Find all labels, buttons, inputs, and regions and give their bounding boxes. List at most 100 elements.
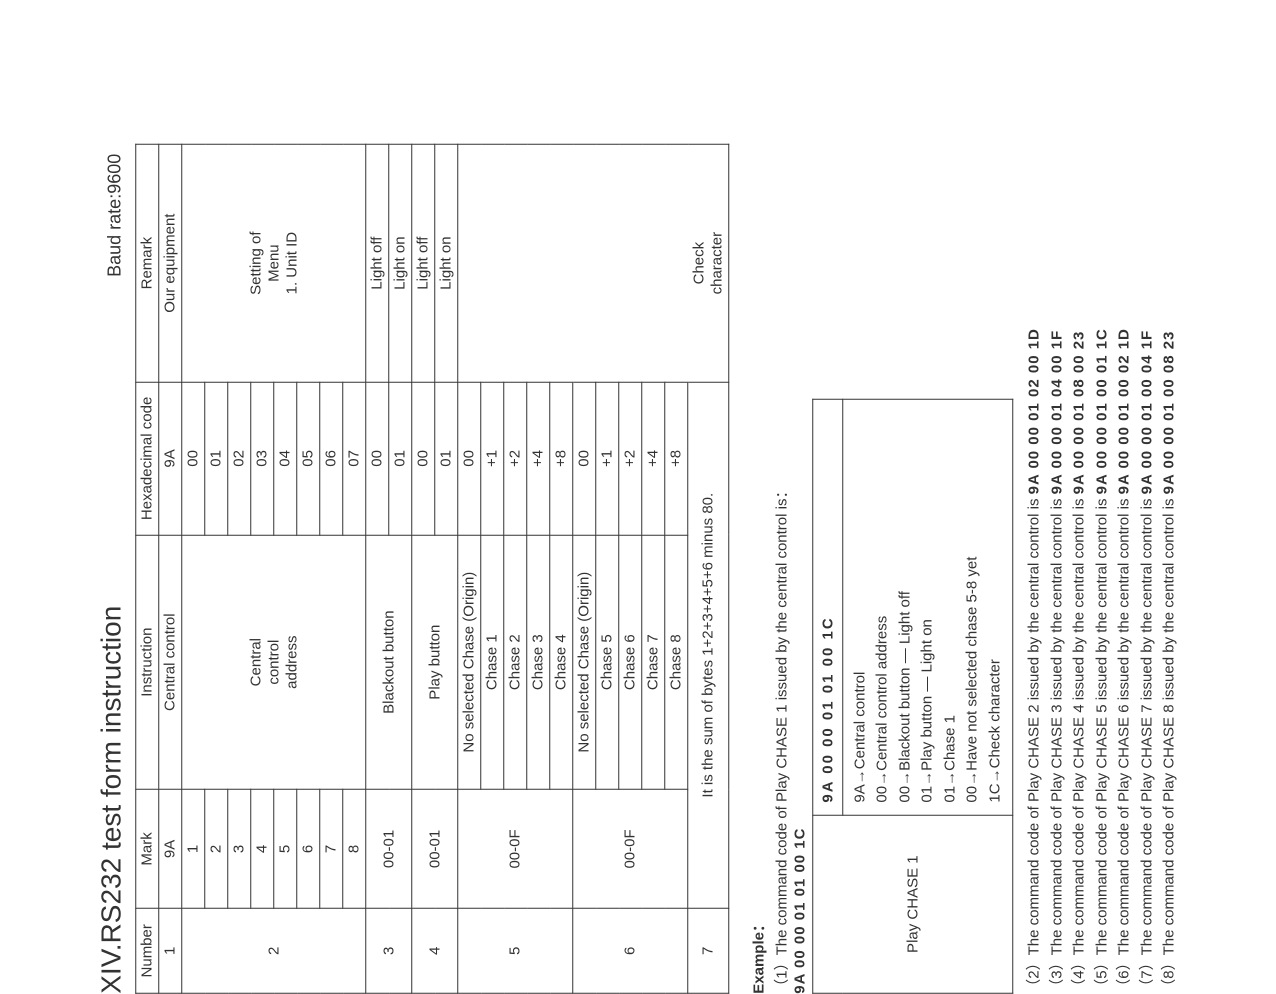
cell-instr: Chase 2 [504, 535, 527, 790]
cell-num: 5 [458, 908, 573, 993]
table-row: 2 1 Central control address 00 Setting o… [182, 144, 205, 993]
breakdown-line: 00→Have not selected chase 5-8 yet [961, 412, 984, 803]
cmd-pre: （8）The command code of Play CHASE 8 issu… [1160, 494, 1177, 993]
baud-rate: Baud rate:9600 [104, 154, 125, 277]
cell-hex: 07 [343, 382, 366, 535]
cell-hex: 00 [182, 382, 205, 535]
header-instruction: Instruction [136, 535, 159, 790]
example-line-1: （1）The command code of Play CHASE 1 issu… [770, 144, 791, 994]
cell-num: 2 [182, 908, 366, 993]
page-title: XIV.RS232 test form instruction [95, 606, 127, 994]
cell-mark: 00-0F [573, 790, 688, 909]
header-number: Number [136, 908, 159, 993]
cell-hex: 00 [573, 382, 596, 535]
cmd-line: （8）The command code of Play CHASE 8 issu… [1158, 144, 1181, 994]
cell-remark [458, 144, 573, 382]
cell-mark: 7 [320, 790, 343, 909]
cmd-pre: （4）The command code of Play CHASE 4 issu… [1070, 494, 1087, 993]
breakdown-line: 00→Blackout button — Light off [894, 412, 917, 803]
cmd-line: （4）The command code of Play CHASE 4 issu… [1068, 144, 1091, 994]
cell-instr: Play button [412, 535, 458, 790]
cell-num: 3 [366, 908, 412, 993]
cmd-line: （7）The command code of Play CHASE 7 issu… [1136, 144, 1159, 994]
cell-hex: +1 [481, 382, 504, 535]
text: Menu [265, 244, 282, 282]
cell-remark: Light off [412, 144, 435, 382]
cell-instr: Chase 5 [596, 535, 619, 790]
cell-sum: It is the sum of bytes 1+2+3+4+5+6 minus… [688, 382, 729, 908]
cell-mark: 6 [297, 790, 320, 909]
cell-hex: +8 [665, 382, 688, 535]
example-hex: 9A 00 00 01 01 00 1C [812, 399, 842, 815]
cell-hex: +1 [596, 382, 619, 535]
cell-mark: 4 [251, 790, 274, 909]
table-row: 4 00-01 Play button 00 Light off [412, 144, 435, 993]
cell-mark: 9A [159, 790, 182, 909]
table-header-row: Number Mark Instruction Hexadecimal code… [136, 144, 159, 993]
table-row: 7 It is the sum of bytes 1+2+3+4+5+6 min… [688, 144, 729, 993]
page-content: XIV.RS232 test form instruction Baud rat… [95, 144, 1181, 994]
instruction-table: Number Mark Instruction Hexadecimal code… [135, 144, 729, 994]
cell-instr: Chase 3 [527, 535, 550, 790]
text: Check [690, 242, 707, 285]
cell-hex: 03 [251, 382, 274, 535]
example-heading: Example： [747, 144, 768, 994]
cmd-code: 9A 00 00 01 00 01 1C [1093, 328, 1110, 494]
cell-instr: Central control [159, 535, 182, 790]
cell-remark: Check character [688, 144, 729, 382]
cmd-code: 9A 00 00 01 00 02 1D [1115, 328, 1132, 494]
cell-instr: Chase 7 [642, 535, 665, 790]
cell-hex: 05 [297, 382, 320, 535]
example-line-1-code: 9A 00 00 01 01 00 1C [791, 144, 808, 994]
cmd-line: （5）The command code of Play CHASE 5 issu… [1091, 144, 1114, 994]
example-table: Play CHASE 1 9A 00 00 01 01 00 1C 9A→Cen… [812, 399, 1014, 994]
cell-hex: 01 [205, 382, 228, 535]
cell-instr: No selected Chase (Origin) [458, 535, 481, 790]
table-row: Play CHASE 1 9A 00 00 01 01 00 1C [812, 399, 842, 993]
breakdown-line: 00→Central control address [871, 412, 894, 803]
cmd-pre: （2）The command code of Play CHASE 2 issu… [1025, 494, 1042, 993]
cmd-pre: （7）The command code of Play CHASE 7 issu… [1138, 494, 1155, 993]
cell-hex: +2 [619, 382, 642, 535]
text: 1. Unit ID [283, 232, 300, 295]
cmd-code: 9A 00 00 01 00 08 23 [1160, 331, 1177, 495]
command-list: （2）The command code of Play CHASE 2 issu… [1023, 144, 1181, 994]
cmd-code: 9A 00 00 01 02 00 1D [1025, 328, 1042, 494]
cmd-code: 9A 00 00 01 04 00 1F [1048, 330, 1065, 495]
cell-hex: 04 [274, 382, 297, 535]
cmd-line: （3）The command code of Play CHASE 3 issu… [1046, 144, 1069, 994]
cell-mark: 00-0F [458, 790, 573, 909]
cell-num: 7 [688, 908, 729, 993]
cell-mark: 1 [182, 790, 205, 909]
breakdown-line: 1C→Check character [984, 412, 1007, 803]
header-mark: Mark [136, 790, 159, 909]
cmd-pre: （3）The command code of Play CHASE 3 issu… [1048, 494, 1065, 993]
text: address [283, 635, 300, 688]
header-hex: Hexadecimal code [136, 382, 159, 535]
example-breakdown: 9A→Central control 00→Central control ad… [842, 399, 1013, 815]
breakdown-line: 01→Play button — Light on [916, 412, 939, 803]
cmd-line: （2）The command code of Play CHASE 2 issu… [1023, 144, 1046, 994]
cell-mark: 5 [274, 790, 297, 909]
cell-mark: 00-01 [366, 790, 412, 909]
cell-hex: 00 [366, 382, 389, 535]
cell-hex: 02 [228, 382, 251, 535]
text: Setting of [247, 231, 264, 294]
table-row: 1 9A Central control 9A Our equipment [159, 144, 182, 993]
text: control [265, 640, 282, 685]
cell-instr: Chase 8 [665, 535, 688, 790]
cell-num: 6 [573, 908, 688, 993]
table-row: 6 00-0F No selected Chase (Origin) 00 [573, 144, 596, 993]
cell-remark: Light on [389, 144, 412, 382]
cell-hex: +8 [550, 382, 573, 535]
cell-instr: Blackout button [366, 535, 412, 790]
cell-hex: 06 [320, 382, 343, 535]
table-row: 5 00-0F No selected Chase (Origin) 00 [458, 144, 481, 993]
cell-instr: Chase 1 [481, 535, 504, 790]
cmd-line: （6）The command code of Play CHASE 6 issu… [1113, 144, 1136, 994]
cell-hex: 01 [389, 382, 412, 535]
cell-instr: Chase 4 [550, 535, 573, 790]
example-block: Example： （1）The command code of Play CHA… [747, 144, 1181, 994]
cell-remark: Our equipment [159, 144, 182, 382]
table-row: 3 00-01 Blackout button 00 Light off [366, 144, 389, 993]
